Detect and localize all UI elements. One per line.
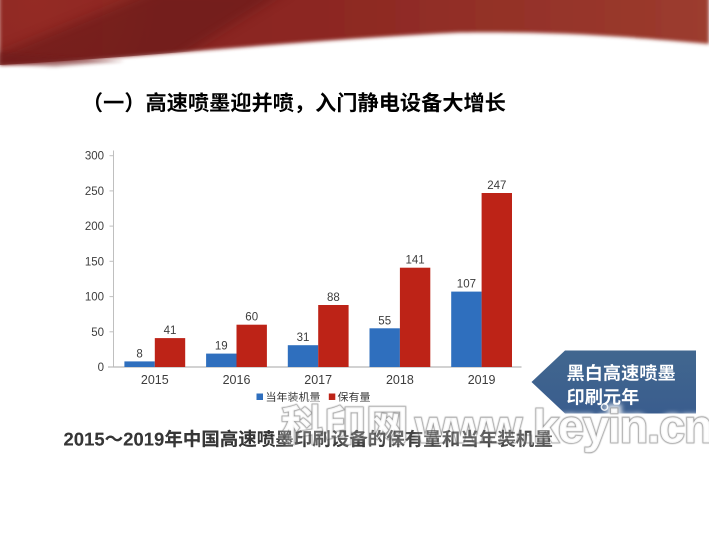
svg-text:200: 200 [85,221,104,233]
svg-text:247: 247 [487,180,506,192]
svg-text:250: 250 [85,186,104,198]
svg-text:300: 300 [85,151,104,163]
svg-text:55: 55 [378,315,391,327]
svg-text:8: 8 [136,348,142,360]
svg-text:0: 0 [98,362,104,374]
svg-text:141: 141 [406,255,425,267]
svg-text:60: 60 [245,312,258,324]
svg-text:2016: 2016 [223,373,251,387]
svg-text:88: 88 [327,292,340,304]
svg-text:2018: 2018 [386,373,414,387]
svg-text:100: 100 [85,292,104,304]
svg-text:150: 150 [85,256,104,268]
svg-text:31: 31 [297,332,310,344]
svg-text:107: 107 [457,279,476,291]
svg-text:50: 50 [91,327,104,339]
svg-text:2017: 2017 [304,373,332,387]
svg-text:19: 19 [215,341,228,353]
svg-text:2015: 2015 [141,373,169,387]
svg-text:41: 41 [164,325,177,337]
svg-text:2019: 2019 [468,373,496,387]
